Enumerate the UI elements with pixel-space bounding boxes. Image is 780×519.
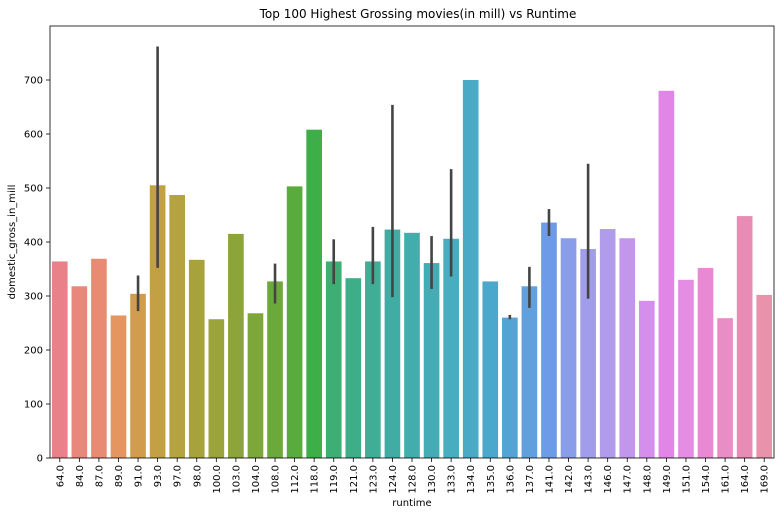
bar (247, 313, 264, 458)
x-tick-label: 84.0 (75, 465, 86, 487)
plot-frame (49, 25, 775, 459)
x-tick-label: 91.0 (134, 465, 145, 487)
y-tick-label: 500 (24, 184, 43, 195)
bar (365, 261, 381, 458)
bar (130, 293, 146, 458)
bar (267, 281, 283, 458)
x-tick-label: 104.0 (251, 465, 262, 494)
x-tick-label: 169.0 (760, 465, 771, 494)
bar (286, 186, 303, 458)
bar (736, 216, 753, 458)
bar (228, 233, 244, 458)
x-axis-label: runtime (392, 498, 431, 509)
x-tick-label: 147.0 (623, 465, 634, 494)
bar (423, 263, 440, 458)
bar (404, 232, 420, 458)
bar (188, 259, 205, 458)
bar (110, 315, 127, 458)
bar (169, 195, 186, 458)
bar (717, 318, 733, 458)
bar (482, 281, 499, 458)
y-tick-label: 200 (24, 346, 43, 357)
y-axis-label: domestic_gross_in_mill (7, 185, 18, 300)
bar (91, 258, 107, 458)
y-tick-label: 0 (37, 454, 43, 465)
x-tick-label: 64.0 (55, 465, 66, 487)
x-tick-label: 100.0 (212, 465, 223, 494)
x-tick-label: 146.0 (603, 465, 614, 494)
bar (502, 317, 518, 458)
bar (599, 229, 616, 458)
x-tick-label: 135.0 (486, 465, 497, 494)
bar (306, 129, 322, 458)
x-tick-label: 123.0 (368, 465, 379, 494)
bar (638, 300, 655, 458)
x-tick-label: 112.0 (290, 465, 301, 494)
bar (208, 319, 225, 458)
bar (678, 279, 694, 458)
x-tick-label: 108.0 (271, 465, 282, 494)
bar (345, 278, 362, 458)
y-tick-label: 700 (24, 76, 43, 87)
x-tick-label: 141.0 (544, 465, 555, 494)
bar (462, 80, 479, 458)
x-tick-label: 128.0 (408, 465, 419, 494)
bar (658, 90, 675, 459)
x-tick-label: 93.0 (153, 465, 164, 487)
bar (51, 261, 68, 458)
x-tick-label: 89.0 (114, 465, 125, 487)
x-tick-label: 151.0 (681, 465, 692, 494)
x-tick-label: 142.0 (564, 465, 575, 494)
x-tick-label: 118.0 (310, 465, 321, 494)
bar (560, 238, 577, 458)
bar (619, 238, 636, 458)
y-tick-label: 100 (24, 400, 43, 411)
x-tick-label: 134.0 (466, 465, 477, 494)
bar (580, 249, 596, 458)
x-tick-label: 97.0 (173, 465, 184, 487)
x-tick-label: 136.0 (505, 465, 516, 494)
x-tick-label: 103.0 (231, 465, 242, 494)
bar (325, 261, 342, 458)
x-tick-label: 130.0 (427, 465, 438, 494)
bar (71, 286, 88, 458)
x-tick-label: 98.0 (192, 465, 203, 487)
y-tick-label: 300 (24, 292, 43, 303)
x-tick-label: 143.0 (584, 465, 595, 494)
bar (697, 267, 714, 458)
x-tick-label: 87.0 (94, 465, 105, 487)
bars (51, 80, 773, 459)
x-tick-label: 164.0 (740, 465, 751, 494)
bar (149, 185, 166, 459)
x-tick-label: 149.0 (662, 465, 673, 494)
y-tick-label: 600 (24, 130, 43, 141)
bar (443, 238, 459, 458)
x-tick-label: 154.0 (701, 465, 712, 494)
bar (541, 222, 557, 458)
x-tick-label: 161.0 (721, 465, 732, 494)
bar (384, 229, 401, 458)
bar (756, 294, 773, 458)
x-tick-label: 119.0 (329, 465, 340, 494)
chart-title: Top 100 Highest Grossing movies(in mill)… (259, 7, 577, 21)
x-tick-label: 137.0 (525, 465, 536, 494)
y-axis: 0 100 200 300 400 500 600 700 (24, 76, 50, 465)
x-tick-label: 133.0 (447, 465, 458, 494)
x-tick-label: 121.0 (349, 465, 360, 494)
y-tick-label: 400 (24, 238, 43, 249)
error-bars (136, 46, 590, 320)
x-tick-label: 124.0 (388, 465, 399, 494)
x-tick-label: 148.0 (642, 465, 653, 494)
x-axis: 64.0 84.0 87.0 89.0 91.0 93.0 97.0 98.0 100.0 103… (55, 458, 771, 494)
bar (521, 286, 538, 458)
